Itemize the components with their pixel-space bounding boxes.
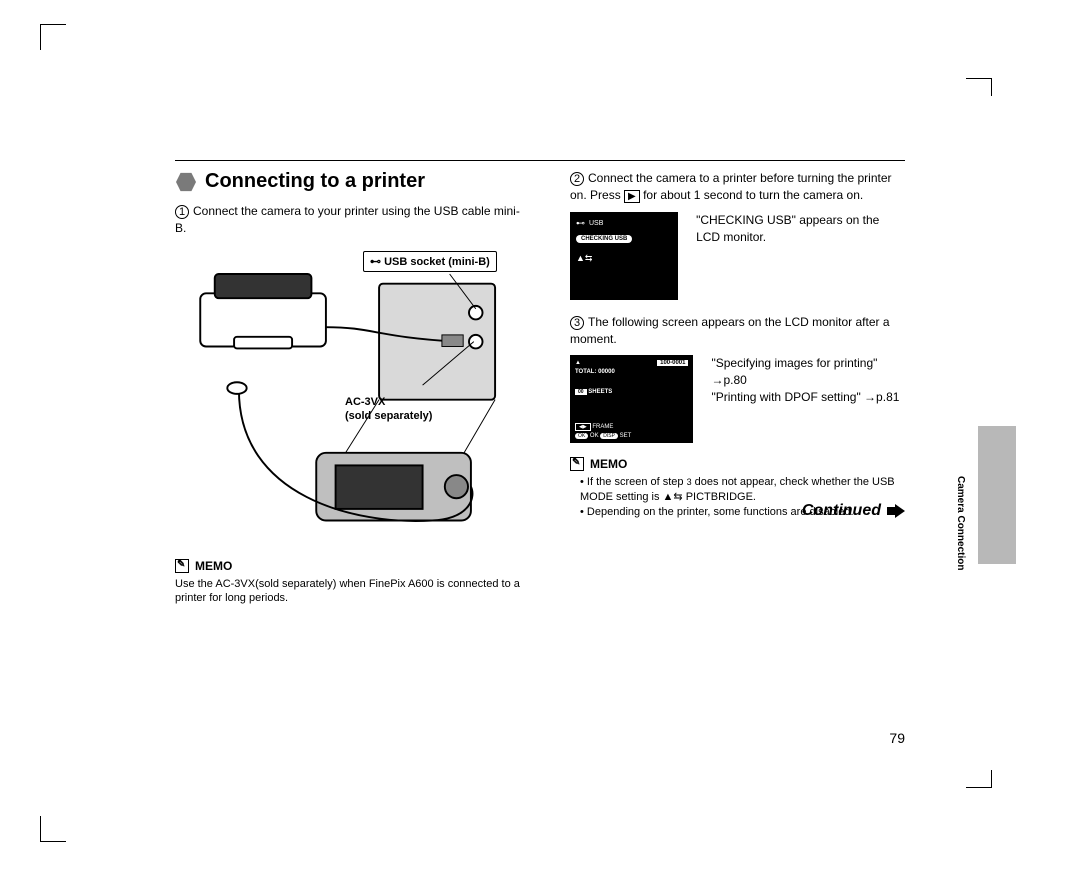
left-column: Connecting to a printer 1Connect the cam… bbox=[175, 170, 530, 606]
page-content: Connecting to a printer 1Connect the cam… bbox=[175, 160, 905, 770]
usb-symbol-icon: ⊷ bbox=[576, 218, 585, 229]
step-1-text: Connect the camera to your printer using… bbox=[175, 204, 520, 235]
section-tab-block bbox=[978, 426, 1016, 564]
memo-heading-right: MEMO bbox=[570, 457, 905, 471]
lcd2-sheets-label: SHEETS bbox=[588, 389, 612, 395]
ac3vx-label: AC-3VX (sold separately) bbox=[345, 395, 432, 424]
lcd2-frame-nav-arrows: ◀▶ bbox=[575, 423, 591, 431]
lcd-screen-printing: ▲ 100-0001 TOTAL: 00000 00 SHEETS ◀▶ FRA… bbox=[570, 355, 693, 443]
lcd2-ok-btn: OK bbox=[575, 433, 588, 439]
step-1-number: 1 bbox=[175, 205, 189, 219]
step-3-number: 3 bbox=[570, 316, 584, 330]
play-button-icon: ▶ bbox=[624, 190, 640, 203]
memo-icon bbox=[175, 559, 189, 573]
usb-socket-label: ⊷ USB socket (mini-B) bbox=[363, 251, 497, 272]
lcd2-total-label: TOTAL: bbox=[575, 369, 596, 375]
usb-socket-label-text: USB socket (mini-B) bbox=[384, 256, 490, 268]
continued-arrow-icon bbox=[887, 504, 905, 518]
section-title: Connecting to a printer bbox=[205, 170, 425, 193]
lcd2-ok-text: OK bbox=[590, 433, 599, 439]
step-2-text-b: for about 1 second to turn the camera on… bbox=[640, 188, 863, 202]
step-2-number: 2 bbox=[570, 172, 584, 186]
memo-b1-c: PICTBRIDGE. bbox=[683, 491, 756, 503]
lcd2-total-val: 00000 bbox=[598, 369, 615, 375]
ac3vx-line2: (sold separately) bbox=[345, 410, 432, 422]
lcd2-frame-text: FRAME bbox=[592, 424, 613, 430]
hexagon-bullet-icon bbox=[175, 172, 197, 192]
lcd2-top-row: ▲ 100-0001 bbox=[575, 360, 688, 366]
top-rule bbox=[175, 160, 905, 161]
step-1: 1Connect the camera to your printer usin… bbox=[175, 203, 530, 237]
lcd2-bottom: ◀▶ FRAME OK OK DISP SET bbox=[575, 423, 631, 439]
step-3-text: The following screen appears on the LCD … bbox=[570, 315, 890, 346]
continued-text: Continued bbox=[802, 502, 881, 520]
lcd2-sheets-line: 00 SHEETS bbox=[575, 389, 688, 395]
ac3vx-line1: AC-3VX bbox=[345, 396, 385, 408]
memo-label-right: MEMO bbox=[590, 457, 627, 471]
lcd2-set-text: SET bbox=[620, 433, 632, 439]
memo-body-left: Use the AC-3VX(sold separately) when Fin… bbox=[175, 577, 530, 607]
connection-diagram: ⊷ USB socket (mini-B) AC-3VX (sold separ… bbox=[175, 245, 530, 545]
memo-heading-left: MEMO bbox=[175, 559, 530, 573]
lcd2-sheets-count: 00 bbox=[575, 389, 587, 395]
lcd2-frame-id: 100-0001 bbox=[657, 360, 688, 366]
lcd2-row: ▲ 100-0001 TOTAL: 00000 00 SHEETS ◀▶ FRA… bbox=[570, 355, 905, 443]
diagram-svg bbox=[175, 245, 530, 535]
crop-mark-bl bbox=[40, 816, 66, 842]
pictbridge-inline-icon: ▲⇆ bbox=[663, 491, 683, 503]
memo-bullet-1: If the screen of step 3 does not appear,… bbox=[580, 475, 905, 505]
memo-b1-a: If the screen of step bbox=[587, 476, 687, 488]
right-column: 2Connect the camera to a printer before … bbox=[570, 170, 905, 520]
crop-mark-br bbox=[966, 770, 992, 788]
lcd1-row: ⊷ USB CHECKING USB ▲⇆ "CHECKING USB" app… bbox=[570, 212, 905, 300]
lcd1-usb-text: USB bbox=[589, 220, 603, 227]
lcd1-caption: "CHECKING USB" appears on the LCD monito… bbox=[696, 212, 905, 300]
step-2: 2Connect the camera to a printer before … bbox=[570, 170, 905, 204]
title-row: Connecting to a printer bbox=[175, 170, 530, 193]
lcd1-checking-badge: CHECKING USB bbox=[576, 235, 632, 243]
step-3: 3The following screen appears on the LCD… bbox=[570, 314, 905, 348]
lcd2-total-line: TOTAL: 00000 bbox=[575, 369, 688, 375]
usb-socket-label-wrap: ⊷ USB socket (mini-B) bbox=[363, 251, 497, 272]
lcd1-pictbridge-icon: ▲⇆ bbox=[576, 253, 672, 264]
lcd2-caption: "Specifying images for printing" →p.80 "… bbox=[711, 355, 905, 443]
lcd2-pb-icon: ▲ bbox=[575, 360, 581, 366]
section-tab-label: Camera Connection bbox=[955, 476, 966, 570]
memo-icon-right bbox=[570, 457, 584, 471]
crop-mark-tl bbox=[40, 24, 66, 50]
lcd2-disp-btn: DISP bbox=[600, 433, 618, 439]
lcd1-usb-row: ⊷ USB bbox=[576, 218, 672, 229]
lcd-screen-checking: ⊷ USB CHECKING USB ▲⇆ bbox=[570, 212, 678, 300]
crop-mark-tr bbox=[966, 78, 992, 96]
continued-indicator: Continued bbox=[802, 502, 905, 520]
lcd2-frame-nav: ◀▶ FRAME bbox=[575, 423, 631, 431]
page-number: 79 bbox=[889, 730, 905, 746]
lcd2-okset-row: OK OK DISP SET bbox=[575, 433, 631, 439]
memo-label-left: MEMO bbox=[195, 559, 232, 573]
